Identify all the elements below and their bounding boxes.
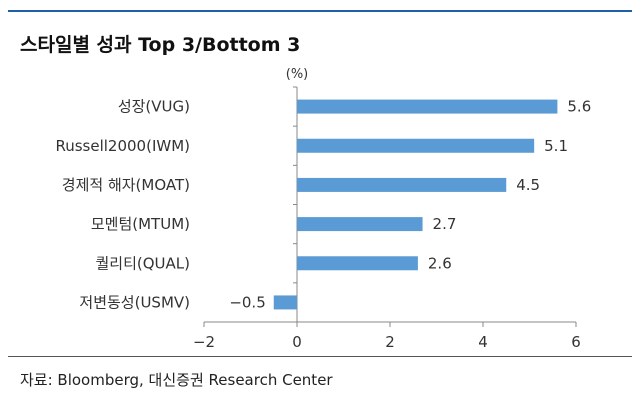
- category-label: 경제적 해자(MOAT): [62, 176, 190, 194]
- data-label: 4.5: [516, 176, 540, 194]
- category-label: Russell2000(IWM): [55, 137, 190, 155]
- x-tick-label: 2: [385, 333, 395, 351]
- bars-layer: 성장(VUG) 5.6 Russell2000(IWM) 5.1 경제적 해자(MOAT…: [55, 98, 591, 312]
- category-label: 저변동성(USMV): [79, 293, 190, 311]
- x-tick-label: 6: [571, 333, 581, 351]
- x-tick-label: −2: [193, 333, 215, 351]
- top-rule: [8, 10, 632, 12]
- unit-label: (%): [286, 67, 309, 82]
- source-note: 자료: Bloomberg, 대신증권 Research Center: [20, 371, 333, 389]
- bar: [297, 177, 507, 192]
- x-tick-label: 4: [478, 333, 488, 351]
- data-label: 2.7: [433, 215, 457, 233]
- category-label: 퀄리티(QUAL): [95, 254, 190, 272]
- data-label: 5.6: [567, 98, 591, 116]
- bar: [297, 217, 423, 232]
- data-label: 5.1: [544, 137, 568, 155]
- bar: [297, 138, 535, 153]
- category-label: 성장(VUG): [118, 98, 190, 116]
- bar: [297, 256, 418, 271]
- chart-title: 스타일별 성과 Top 3/Bottom 3: [20, 34, 301, 56]
- data-label: −0.5: [229, 293, 265, 311]
- bar: [273, 295, 297, 310]
- category-label: 모멘텀(MTUM): [91, 215, 190, 233]
- bar: [297, 99, 558, 114]
- ticks-layer: −2 0 2 4 6: [193, 86, 581, 351]
- data-label: 2.6: [428, 254, 452, 272]
- x-tick-label: 0: [292, 333, 302, 351]
- bottom-rule: [8, 356, 632, 357]
